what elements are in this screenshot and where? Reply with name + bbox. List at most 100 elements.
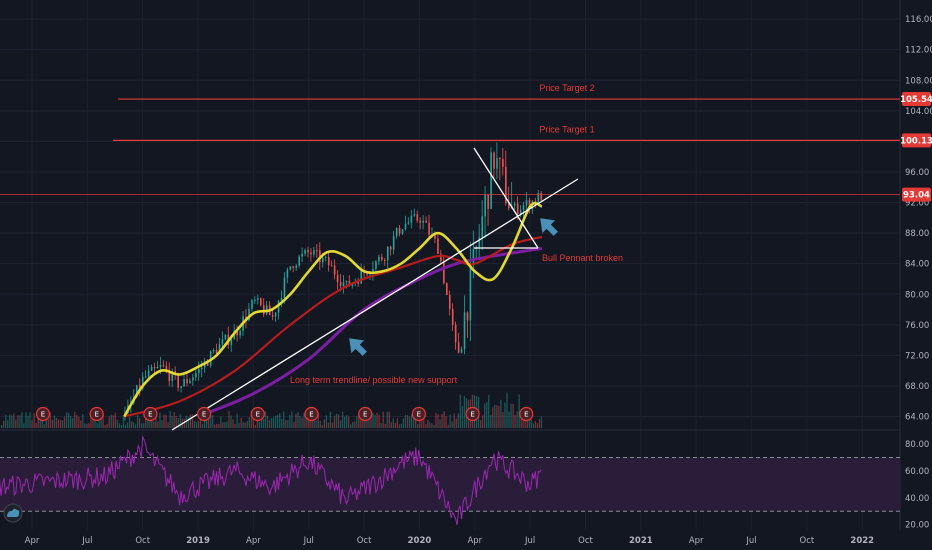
candle-body	[271, 315, 274, 317]
volume-bar	[307, 415, 309, 428]
volume-bar	[481, 415, 484, 428]
earnings-label: E	[41, 411, 45, 419]
volume-bar	[530, 419, 533, 428]
price-target-pill-2: 105.54	[900, 95, 932, 105]
tradingview-logo-icon[interactable]	[3, 503, 23, 523]
volume-bar	[337, 414, 340, 428]
candle-body	[251, 300, 253, 309]
volume-bar	[49, 412, 52, 428]
moving-averages	[123, 201, 543, 418]
price-tick-label: 80.00	[905, 290, 929, 300]
volume-bar	[538, 418, 541, 428]
volume-bar	[61, 420, 64, 428]
candle-body	[375, 261, 377, 269]
candle-body	[369, 273, 371, 275]
earnings-label: E	[202, 411, 206, 419]
candle-body	[484, 194, 486, 217]
volume-bar	[502, 412, 504, 428]
volume-bar	[341, 411, 344, 428]
long-term-trendline[interactable]	[171, 178, 579, 431]
candle-body	[404, 223, 407, 230]
volume-bar	[175, 415, 177, 428]
rsi-pane[interactable]	[0, 434, 900, 526]
arrow-trendline-shape	[349, 338, 367, 356]
earnings-circle	[465, 406, 480, 422]
candle-body	[410, 215, 413, 223]
earnings-marker-icon[interactable]: E	[89, 406, 104, 422]
trendlines[interactable]	[171, 147, 579, 431]
candle-body	[463, 312, 466, 350]
volume-bar	[386, 411, 388, 428]
volume-bar	[516, 411, 518, 428]
volume-bar	[528, 418, 530, 428]
earnings-marker-icon[interactable]: E	[143, 406, 158, 422]
volume-bar	[433, 424, 435, 428]
earnings-marker-icon[interactable]: E	[35, 406, 51, 422]
volume-bar	[486, 402, 488, 428]
candle-body	[525, 199, 528, 206]
volume-bar	[102, 414, 104, 428]
candle-body	[466, 312, 469, 321]
candle-body	[360, 270, 363, 284]
volume-bar	[216, 423, 218, 428]
candle-body	[372, 268, 374, 274]
volume-bar	[429, 422, 431, 428]
candle-body	[224, 334, 227, 339]
candle-body	[516, 203, 519, 215]
price-target-pill-1-bg	[902, 133, 931, 148]
volume-bar	[380, 423, 382, 428]
pennant-upper[interactable]	[473, 147, 539, 249]
volume-bar	[396, 418, 399, 428]
earnings-marker-icon[interactable]: E	[304, 406, 319, 422]
candle-body	[443, 261, 445, 284]
volume-bar	[504, 402, 506, 428]
volume-bar	[490, 415, 492, 428]
candle-body	[384, 259, 386, 261]
volume-bar	[394, 423, 397, 428]
volume-bar	[159, 412, 161, 428]
volume-bar	[163, 414, 165, 428]
volume-bar	[392, 418, 394, 428]
volume-bar	[238, 422, 240, 428]
time-tick-label: Oct	[800, 536, 815, 546]
candle-body	[407, 222, 410, 224]
candle-body	[319, 250, 321, 263]
earnings-marker-icon[interactable]: E	[358, 406, 373, 422]
volume-bar	[193, 420, 196, 428]
earnings-marker-icon[interactable]: E	[197, 406, 212, 422]
earnings-marker-icon[interactable]: E	[250, 406, 265, 422]
price-tick-label: 96.00	[905, 168, 929, 178]
volume-bar	[443, 411, 445, 428]
volume-bar	[226, 421, 228, 428]
volume-bar	[479, 420, 482, 428]
volume-bar	[327, 422, 330, 428]
volume-bar	[311, 416, 313, 428]
volume-bar	[246, 421, 248, 428]
earnings-marker-icon[interactable]: E	[411, 406, 426, 422]
tradingview-logo[interactable]	[3, 503, 23, 523]
candle-body	[481, 216, 484, 238]
volume-bar	[331, 422, 334, 428]
volume-bar	[55, 417, 58, 428]
volume-bar	[112, 415, 114, 428]
volume-bar	[540, 416, 543, 428]
volume-bar	[155, 412, 157, 428]
candle-body	[327, 256, 330, 266]
rsi-tick-label: 80.00	[905, 440, 929, 450]
candle-body	[206, 361, 209, 366]
earnings-marker-icon[interactable]: E	[519, 406, 534, 422]
price-target-lines[interactable]: Price Target 1 Price Target 2	[0, 83, 900, 195]
candle-body	[490, 152, 492, 209]
earnings-marker-icon[interactable]: E	[465, 406, 480, 422]
earnings-circle	[411, 406, 426, 422]
volume-bar	[358, 413, 360, 428]
volume-bar	[23, 423, 25, 428]
earnings-circle	[358, 406, 373, 422]
volume-bar	[187, 417, 190, 428]
earnings-circle	[250, 406, 265, 422]
volume-bar	[88, 422, 90, 428]
candle-body	[451, 308, 454, 325]
